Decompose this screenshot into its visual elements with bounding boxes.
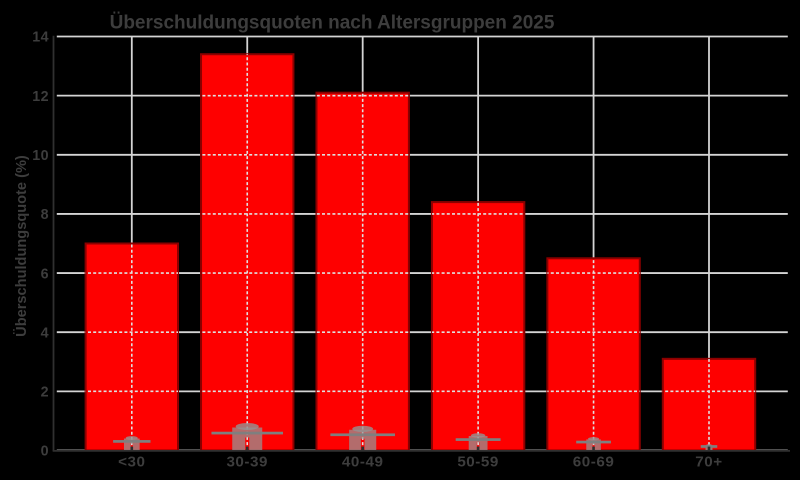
- svg-text:Überschuldungsquoten nach Alte: Überschuldungsquoten nach Altersgruppen …: [110, 12, 555, 33]
- svg-text:2: 2: [41, 385, 49, 401]
- svg-text:70+: 70+: [695, 453, 722, 470]
- svg-text:30-39: 30-39: [226, 453, 268, 470]
- svg-text:12: 12: [32, 89, 49, 105]
- svg-text:10: 10: [32, 148, 49, 164]
- svg-text:6: 6: [41, 266, 49, 282]
- svg-text:8: 8: [41, 207, 49, 223]
- svg-text:40-49: 40-49: [342, 453, 384, 470]
- svg-text:14: 14: [32, 30, 49, 46]
- svg-text:<30: <30: [118, 453, 145, 470]
- svg-text:60-69: 60-69: [573, 453, 615, 470]
- svg-text:4: 4: [41, 325, 49, 341]
- svg-text:Überschuldungsquote (%): Überschuldungsquote (%): [13, 155, 30, 337]
- svg-text:50-59: 50-59: [457, 453, 499, 470]
- svg-text:0: 0: [41, 444, 49, 460]
